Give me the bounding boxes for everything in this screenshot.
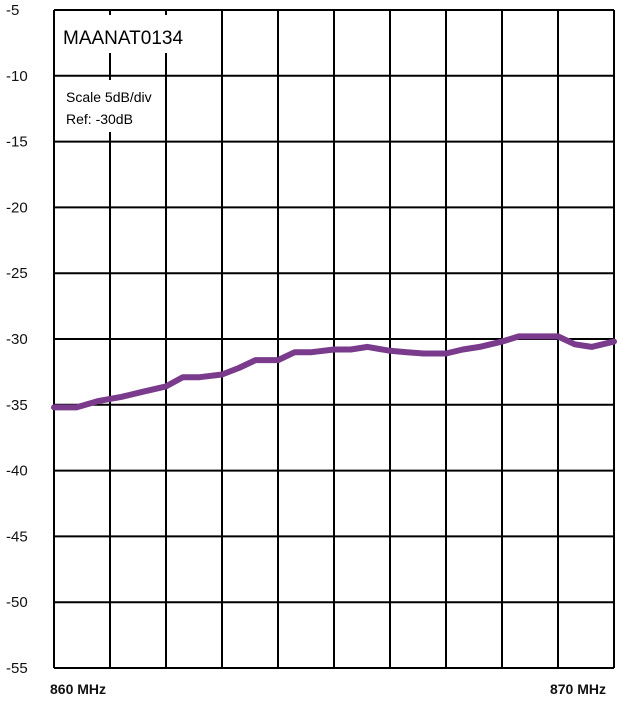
- y-tick-label: -35: [6, 397, 28, 414]
- y-tick-label: -30: [6, 331, 28, 348]
- y-tick-label: -40: [6, 463, 28, 480]
- y-axis-ticks: -5 -10 -15 -20 -25 -30 -35 -40 -45 -50 -55: [6, 2, 28, 677]
- chart-title: MAANAT0134: [63, 28, 183, 49]
- y-tick-label: -15: [6, 134, 28, 151]
- info-box: MAANAT0134 Scale 5dB/div Ref: -30dB: [56, 15, 220, 132]
- y-tick-label: -5: [6, 2, 19, 19]
- title-box: [56, 15, 220, 53]
- x-axis-ticks: 860 MHz 870 MHz: [50, 681, 606, 697]
- y-tick-label: -50: [6, 594, 28, 611]
- y-tick-label: -55: [6, 660, 28, 677]
- series-line: [51, 333, 617, 411]
- scale-box: [56, 80, 164, 132]
- y-tick-label: -25: [6, 265, 28, 282]
- series-layer: [51, 333, 617, 411]
- x-tick-label: 860 MHz: [50, 681, 106, 697]
- scale-label: Scale 5dB/div: [66, 89, 152, 105]
- y-tick-label: -45: [6, 528, 28, 545]
- y-tick-label: -10: [6, 68, 28, 85]
- x-tick-label: 870 MHz: [550, 681, 606, 697]
- ref-label: Ref: -30dB: [66, 111, 133, 127]
- y-tick-label: -20: [6, 199, 28, 216]
